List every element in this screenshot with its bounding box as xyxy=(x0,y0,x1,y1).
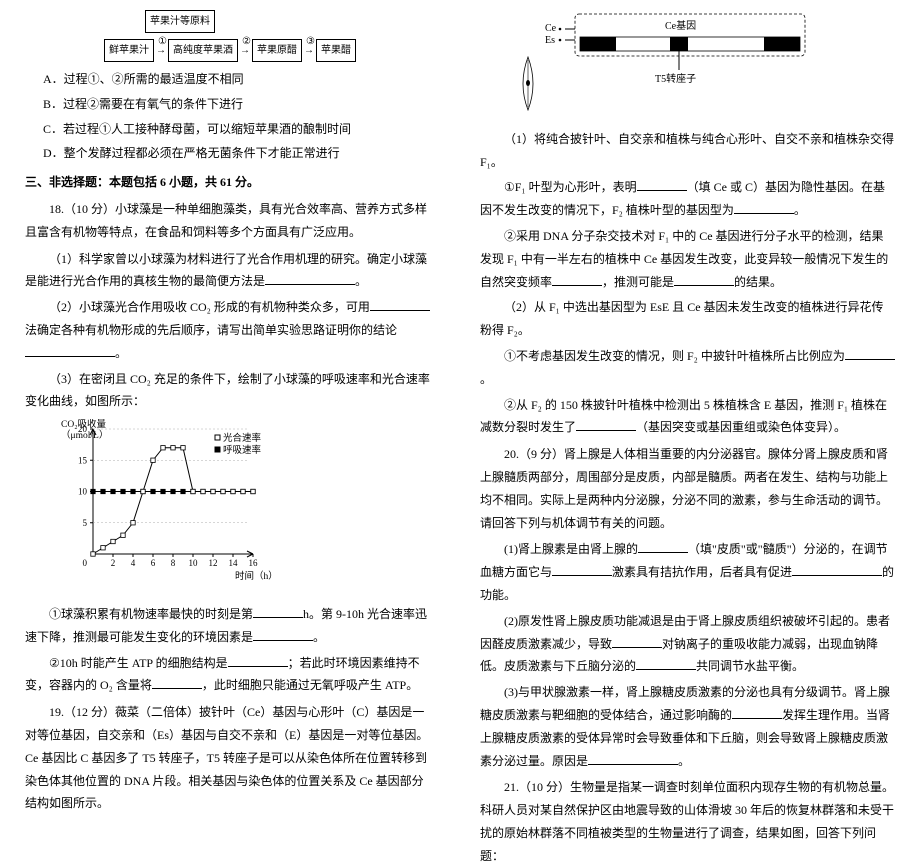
gene-label: Ce基因 xyxy=(665,19,696,32)
q20-2: (2)原发性肾上腺皮质功能减退是由于肾上腺皮质组织被破坏引起的。患者因醛皮质激素… xyxy=(480,610,895,678)
flow-box-2: 高纯度苹果酒 xyxy=(168,39,238,62)
locus-es-label: Es xyxy=(545,35,555,46)
svg-text:光合速率: 光合速率 xyxy=(223,432,262,444)
q18-p3: （3）在密闭且 CO₂ 充足的条件下，绘制了小球藻的呼吸速率和光合速率变化曲线，… xyxy=(25,368,435,414)
chart-svg: 51015202468101214160CO₂吸收量（μmol/L）时间（h）光… xyxy=(55,419,290,589)
diagram-svg: Ce Es Ce基因 T5转座子 xyxy=(520,12,820,112)
q19-head: 19.（12 分）薇菜（二倍体）披针叶（Ce）基因与心形叶（C）基因是一对等位基… xyxy=(25,701,435,815)
svg-text:6: 6 xyxy=(151,558,156,568)
r3b: ②从 F₂ 的 150 株披针叶植株中检测出 5 株植株含 E 基因，推测 F₁… xyxy=(480,394,895,440)
svg-text:4: 4 xyxy=(131,558,136,568)
flow-arrow-2: →② xyxy=(240,41,250,60)
svg-text:10: 10 xyxy=(78,487,88,497)
svg-text:8: 8 xyxy=(171,558,176,568)
gene-diagram: Ce Es Ce基因 T5转座子 xyxy=(520,12,895,120)
r3: （2）从 F₁ 中选出基因型为 EsE 且 Ce 基因未发生改变的植株进行异花传… xyxy=(480,296,895,342)
flow-box-top: 苹果汁等原料 xyxy=(145,10,215,33)
svg-text:0: 0 xyxy=(83,558,88,568)
section-3-heading: 三、非选择题：本题包括 6 小题，共 61 分。 xyxy=(25,171,435,194)
q18-p2: （2）小球藻光合作用吸收 CO₂ 形成的有机物种类众多，可用法确定各种有机物形成… xyxy=(25,296,435,364)
flowchart: 鲜苹果汁 →① 高纯度苹果酒 →② 苹果原醋 →③ 苹果醋 xyxy=(25,39,435,62)
r3a: ①不考虑基因发生改变的情况，则 F₂ 中披针叶植株所占比例应为。 xyxy=(480,345,895,391)
svg-text:16: 16 xyxy=(249,558,259,568)
q18-s1: ①球藻积累有机物速率最快的时刻是第h。第 9-10h 光合速率迅速下降，推测最可… xyxy=(25,603,435,649)
flow-arrow-1: →① xyxy=(156,41,166,60)
left-column: 苹果汁等原料 鲜苹果汁 →① 高纯度苹果酒 →② 苹果原醋 →③ 苹果醋 A．过… xyxy=(0,0,460,651)
svg-text:15: 15 xyxy=(78,455,88,465)
flow-box-1: 鲜苹果汁 xyxy=(104,39,154,62)
t5-label: T5转座子 xyxy=(655,72,696,85)
flow-arrow-3: →③ xyxy=(304,41,314,60)
flow-box-4: 苹果醋 xyxy=(316,39,356,62)
q18-s2: ②10h 时能产生 ATP 的细胞结构是；若此时环境因素维持不变，容器内的 O₂… xyxy=(25,652,435,698)
q20-3: (3)与甲状腺激素一样，肾上腺糖皮质激素的分泌也具有分级调节。肾上腺糖皮质激素与… xyxy=(480,681,895,772)
q18-head: 18.（10 分）小球藻是一种单细胞藻类，具有光合效率高、营养方式多样且富含有机… xyxy=(25,198,435,244)
flowchart-top: 苹果汁等原料 xyxy=(145,10,435,33)
q20-head: 20.（9 分）肾上腺是人体相当重要的内分泌器官。腺体分肾上腺皮质和肾上腺髓质两… xyxy=(480,443,895,534)
right-column: Ce Es Ce基因 T5转座子 （1）将纯合披针叶、自交亲和植株与纯合心形叶、… xyxy=(460,0,920,651)
svg-text:CO₂吸收量: CO₂吸收量 xyxy=(61,419,107,430)
r1: （1）将纯合披针叶、自交亲和植株与纯合心形叶、自交不亲和植株杂交得 F₁。 xyxy=(480,128,895,174)
option-a: A．过程①、②所需的最适温度不相同 xyxy=(43,68,435,91)
svg-text:2: 2 xyxy=(111,558,116,568)
svg-text:14: 14 xyxy=(229,558,239,568)
option-b: B．过程②需要在有氧气的条件下进行 xyxy=(43,93,435,116)
t5-block xyxy=(670,37,688,51)
option-d: D．整个发酵过程都必须在严格无菌条件下才能正常进行 xyxy=(43,142,435,165)
q20-1: (1)肾上腺素是由肾上腺的（填"皮质"或"髓质"）分泌的，在调节血糖方面它与激素… xyxy=(480,538,895,606)
r2: ②采用 DNA 分子杂交技术对 F₁ 中的 Ce 基因进行分子水平的检测，结果发… xyxy=(480,225,895,293)
q18-p1: （1）科学家曾以小球藻为材料进行了光合作用机理的研究。确定小球藻是能进行光合作用… xyxy=(25,248,435,294)
r1a: ①F₁ 叶型为心形叶，表明（填 Ce 或 C）基因为隐性基因。在基因不发生改变的… xyxy=(480,176,895,222)
svg-text:呼吸速率: 呼吸速率 xyxy=(223,444,262,456)
svg-text:（μmol/L）: （μmol/L） xyxy=(61,429,108,441)
svg-text:10: 10 xyxy=(189,558,199,568)
svg-text:时间（h）: 时间（h） xyxy=(235,570,278,582)
flow-box-3: 苹果原醋 xyxy=(252,39,302,62)
svg-text:5: 5 xyxy=(83,518,88,528)
locus-ce-label: Ce xyxy=(545,23,557,34)
chart-co2: 51015202468101214160CO₂吸收量（μmol/L）时间（h）光… xyxy=(55,419,435,597)
q21-head: 21.（10 分）生物量是指某一调查时刻单位面积内现存生物的有机物总量。科研人员… xyxy=(480,776,895,867)
svg-text:12: 12 xyxy=(209,558,218,568)
option-c: C．若过程①人工接种酵母菌，可以缩短苹果酒的酿制时间 xyxy=(43,118,435,141)
